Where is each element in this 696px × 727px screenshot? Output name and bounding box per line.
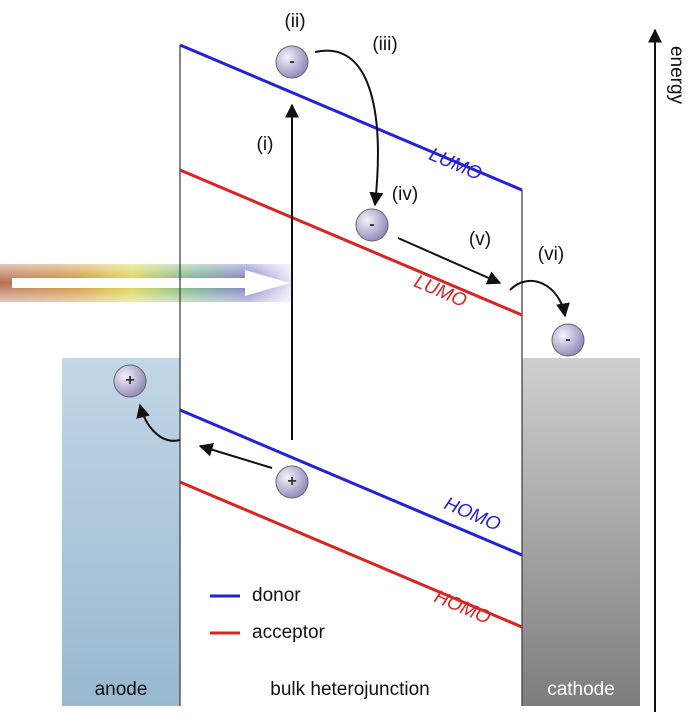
level-label: HOMO: [431, 586, 494, 629]
region-label: anode: [95, 679, 148, 700]
level-label: LUMO: [411, 271, 470, 312]
electron: -: [369, 216, 374, 233]
step-label: (v): [469, 229, 491, 250]
legend: donor acceptor: [210, 585, 326, 643]
diagram: energy - - - + + (i) (ii) (iii) (iv) (v)…: [0, 0, 696, 727]
electron: -: [289, 53, 294, 70]
step-label: (i): [257, 134, 274, 155]
step-label: (iv): [392, 184, 418, 205]
region-label: bulk heterojunction: [270, 679, 430, 700]
electron: -: [565, 331, 570, 348]
energy-label: energy: [666, 46, 687, 105]
photon: [0, 264, 292, 302]
electrodes: [62, 358, 640, 706]
level-label: HOMO: [441, 493, 504, 536]
region-label: cathode: [547, 679, 615, 700]
hole: +: [287, 473, 296, 490]
step-label: (ii): [284, 11, 305, 32]
level-label: LUMO: [426, 144, 485, 185]
step-label: (vi): [538, 244, 564, 265]
hole: +: [125, 372, 134, 389]
legend-label: acceptor: [252, 622, 326, 643]
process-arrows: [140, 51, 565, 468]
energy-levels: [180, 45, 522, 627]
step-labels: (i) (ii) (iii) (iv) (v) (vi): [257, 11, 565, 265]
legend-label: donor: [252, 585, 301, 606]
step-label: (iii): [372, 34, 397, 55]
